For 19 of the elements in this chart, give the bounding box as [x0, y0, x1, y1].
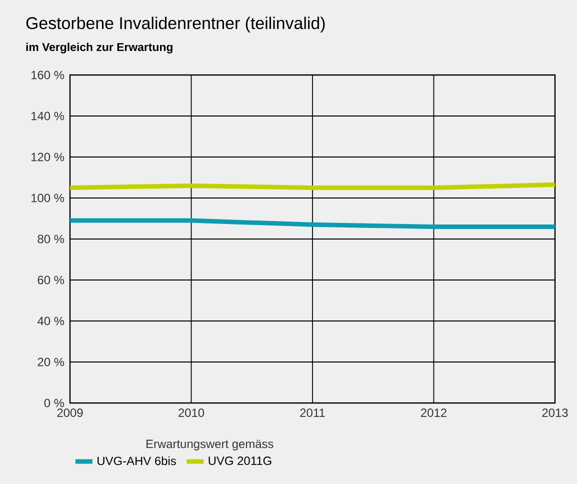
y-tick-label: 0 % [44, 398, 64, 408]
x-tick-label: 2012 [421, 408, 446, 417]
legend-title: Erwartungswert gemäss [146, 440, 274, 450]
chart-subtitle: im Vergleich zur Erwartung [26, 42, 172, 54]
y-tick-label: 20 % [38, 358, 64, 366]
y-tick-label: 80 % [38, 234, 64, 244]
y-tick-label: 120 % [31, 152, 64, 162]
chart-title: Gestorbene Invalidenrentner (teilinvalid) [26, 16, 325, 32]
y-tick-label: 100 % [31, 194, 64, 202]
y-tick-label: 160 % [31, 70, 64, 80]
y-tick-label: 140 % [31, 112, 64, 120]
x-tick-label: 2010 [178, 408, 204, 417]
y-tick-label: 40 % [38, 316, 64, 326]
legend-label: UVG-AHV 6bis [98, 456, 176, 466]
x-tick-label: 2009 [57, 408, 83, 417]
y-tick-label: 60 % [38, 276, 64, 284]
legend-label: UVG 2011G [208, 456, 272, 465]
x-tick-label: 2011 [300, 408, 325, 417]
x-tick-label: 2013 [542, 408, 568, 417]
